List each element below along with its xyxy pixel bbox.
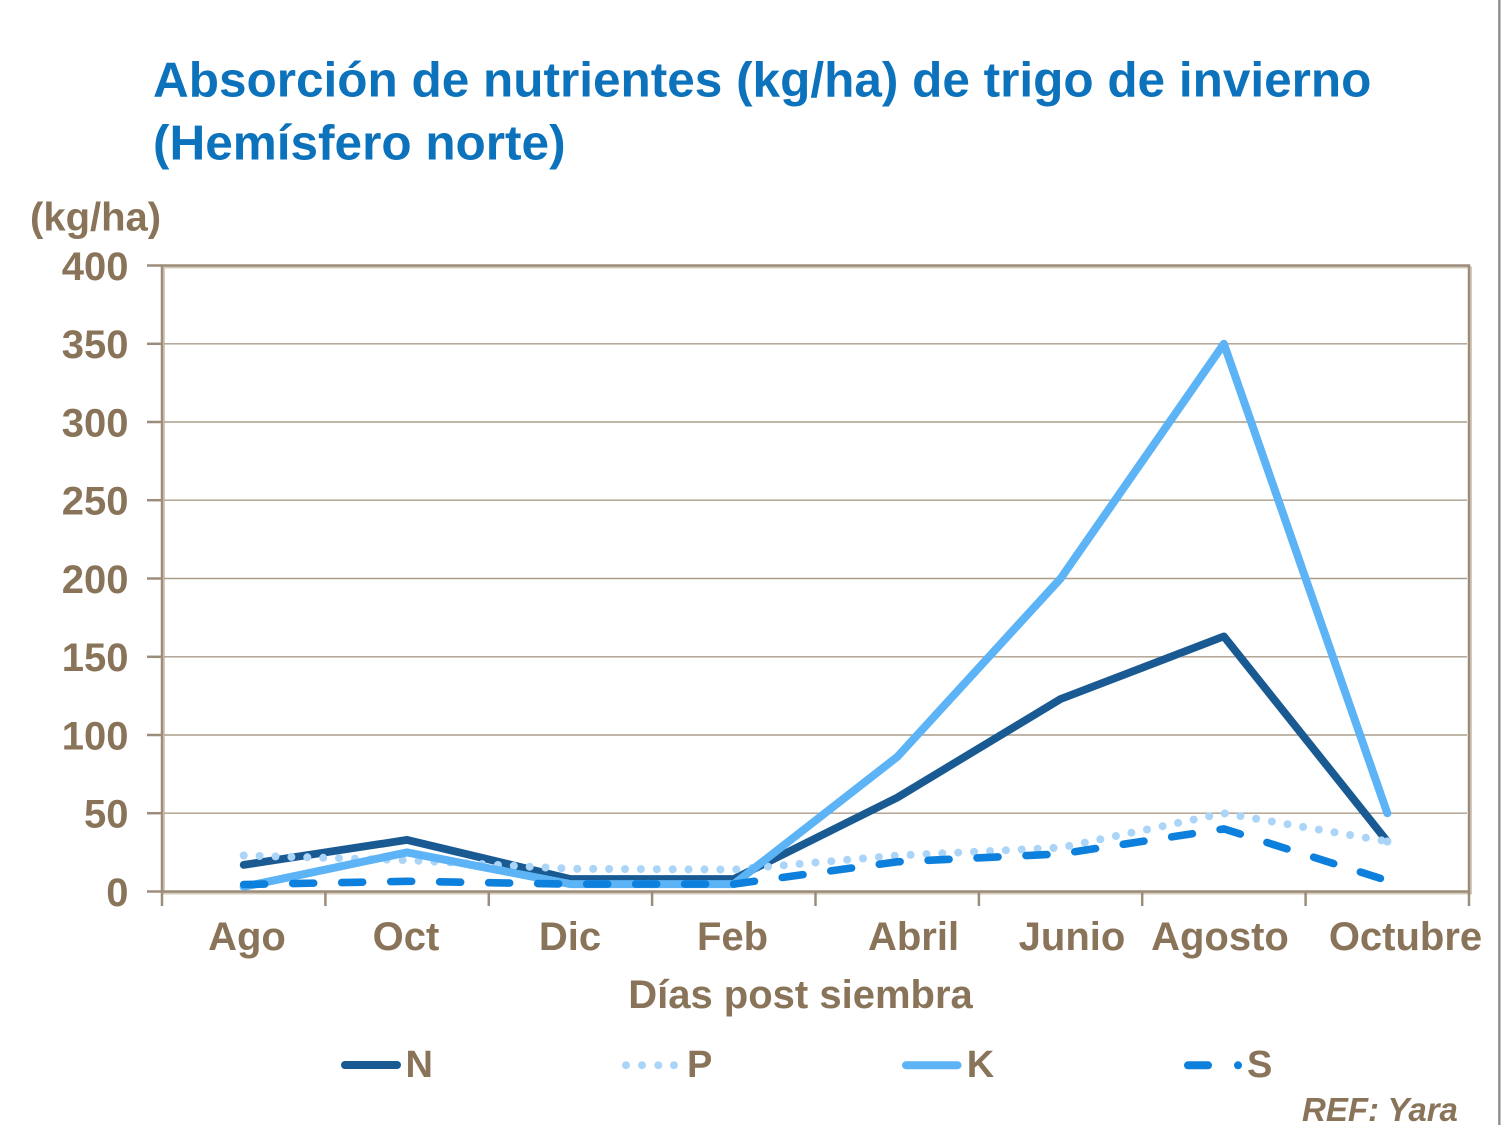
svg-text:(kg/ha): (kg/ha): [30, 196, 161, 240]
svg-text:N: N: [406, 1044, 433, 1086]
svg-text:400: 400: [62, 245, 129, 289]
svg-text:Feb: Feb: [697, 915, 768, 959]
svg-text:Oct: Oct: [373, 915, 440, 959]
svg-text:S: S: [1247, 1044, 1272, 1086]
svg-text:Octubre: Octubre: [1329, 915, 1482, 959]
svg-text:200: 200: [62, 558, 129, 602]
svg-text:Dic: Dic: [539, 915, 601, 959]
svg-text:350: 350: [62, 323, 129, 367]
svg-text:Días post siembra: Días post siembra: [628, 973, 973, 1017]
svg-text:50: 50: [84, 793, 129, 837]
svg-text:Junio: Junio: [1019, 915, 1126, 959]
svg-text:Ago: Ago: [208, 915, 286, 959]
svg-text:Agosto: Agosto: [1151, 915, 1289, 959]
svg-text:0: 0: [106, 871, 128, 915]
svg-text:150: 150: [62, 636, 129, 680]
svg-text:250: 250: [62, 480, 129, 524]
svg-text:REF: Yara: REF: Yara: [1302, 1091, 1458, 1125]
svg-text:(Hemísfero norte): (Hemísfero norte): [153, 116, 566, 171]
svg-text:Abril: Abril: [868, 915, 959, 959]
svg-text:Absorción de nutrientes (kg/ha: Absorción de nutrientes (kg/ha) de trigo…: [153, 52, 1371, 107]
svg-text:K: K: [967, 1044, 995, 1086]
svg-text:300: 300: [62, 401, 129, 445]
svg-text:100: 100: [62, 714, 129, 758]
svg-text:P: P: [687, 1044, 712, 1086]
